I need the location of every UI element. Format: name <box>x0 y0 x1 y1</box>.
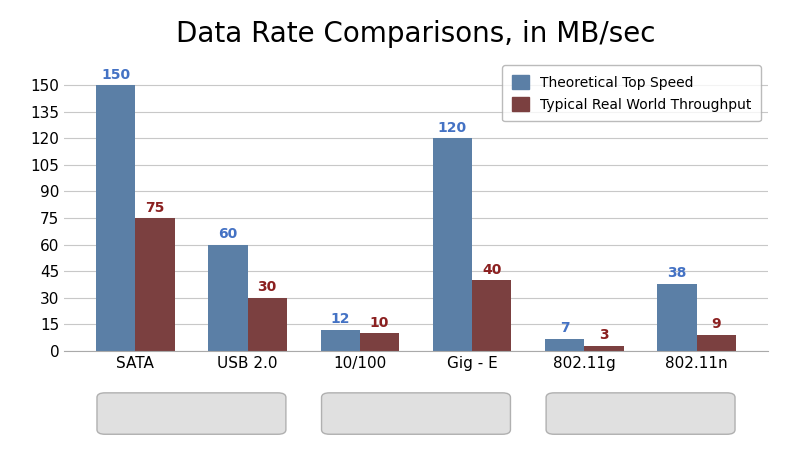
Bar <box>658 284 697 351</box>
Bar <box>545 338 585 351</box>
Bar <box>96 85 135 351</box>
Text: 38: 38 <box>667 266 686 280</box>
Text: 60: 60 <box>218 227 238 241</box>
Text: Direct Connection: Direct Connection <box>117 405 266 423</box>
Bar <box>585 346 624 351</box>
Text: Wireless Networking: Wireless Networking <box>555 405 726 423</box>
Bar <box>360 333 399 351</box>
Text: 9: 9 <box>711 318 721 332</box>
Text: 40: 40 <box>482 262 502 277</box>
Text: 12: 12 <box>330 312 350 326</box>
Text: 150: 150 <box>101 68 130 81</box>
Bar <box>208 245 247 351</box>
Bar <box>433 138 472 351</box>
Bar <box>135 218 174 351</box>
Title: Data Rate Comparisons, in MB/sec: Data Rate Comparisons, in MB/sec <box>176 20 656 48</box>
Bar <box>247 298 287 351</box>
Text: 120: 120 <box>438 121 467 135</box>
Bar <box>321 330 360 351</box>
Text: 30: 30 <box>258 280 277 294</box>
Text: 10: 10 <box>370 316 389 330</box>
Bar <box>472 280 511 351</box>
Bar <box>697 335 736 351</box>
Text: Ethernet Networking: Ethernet Networking <box>330 405 502 423</box>
Legend: Theoretical Top Speed, Typical Real World Throughput: Theoretical Top Speed, Typical Real Worl… <box>502 65 761 122</box>
Text: 7: 7 <box>560 321 570 335</box>
Text: 75: 75 <box>146 201 165 215</box>
Text: 3: 3 <box>599 328 609 342</box>
